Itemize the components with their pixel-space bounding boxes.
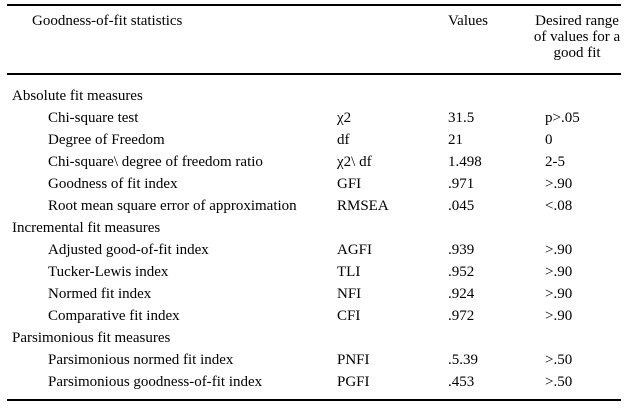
row-desired-range: p>.05 (545, 110, 580, 126)
row-desired-range: >.50 (545, 374, 573, 390)
row-value: .045 (448, 198, 475, 214)
row-value: 31.5 (448, 110, 475, 126)
row-value: .972 (448, 308, 475, 324)
section-title: Absolute fit measures (12, 88, 143, 104)
row-symbol: PNFI (337, 352, 370, 368)
table-row: Adjusted good-of-fit index AGFI .939 >.90 (0, 239, 627, 261)
row-measure-label: Root mean square error of approximation (48, 198, 297, 214)
column-header-desired-range: Desired range of values for a good fit (533, 13, 621, 61)
table-row: Normed fit index NFI .924 >.90 (0, 283, 627, 305)
row-value: 1.498 (448, 154, 482, 170)
row-value: 21 (448, 132, 463, 148)
row-value: .924 (448, 286, 475, 302)
column-header-values: Values (448, 13, 488, 29)
table-header-rule (7, 73, 621, 75)
row-symbol: NFI (337, 286, 362, 302)
section-title: Incremental fit measures (12, 220, 161, 236)
row-desired-range: 0 (545, 132, 553, 148)
row-symbol: χ2\ df (337, 154, 372, 170)
row-measure-label: Parsimonious normed fit index (48, 352, 234, 368)
row-measure-label: Chi-square test (48, 110, 139, 126)
row-symbol: RMSEA (337, 198, 389, 214)
table-row: Root mean square error of approximation R… (0, 195, 627, 217)
table-row: Parsimonious goodness-of-fit index PGFI .4… (0, 371, 627, 393)
row-measure-label: Adjusted good-of-fit index (48, 242, 209, 258)
table-row: Chi-square test χ2 31.5 p>.05 (0, 107, 627, 129)
row-measure-label: Goodness of fit index (48, 176, 178, 192)
row-symbol: χ2 (337, 110, 352, 126)
row-value: .952 (448, 264, 475, 280)
table-top-rule (7, 4, 621, 6)
row-measure-label: Chi-square\ degree of freedom ratio (48, 154, 263, 170)
row-symbol: GFI (337, 176, 362, 192)
table-row: Chi-square\ degree of freedom ratio χ2\ d… (0, 151, 627, 173)
row-measure-label: Normed fit index (48, 286, 152, 302)
row-value: .453 (448, 374, 475, 390)
row-desired-range: >.90 (545, 176, 573, 192)
row-value: .939 (448, 242, 475, 258)
row-symbol: df (337, 132, 350, 148)
column-header-statistics: Goodness-of-fit statistics (32, 13, 183, 29)
table-bottom-rule (7, 399, 621, 401)
table-row: Comparative fit index CFI .972 >.90 (0, 305, 627, 327)
row-measure-label: Parsimonious goodness-of-fit index (48, 374, 263, 390)
row-symbol: TLI (337, 264, 361, 280)
section-title: Parsimonious fit measures (12, 330, 171, 346)
row-value: .971 (448, 176, 475, 192)
row-symbol: PGFI (337, 374, 370, 390)
row-desired-range: 2-5 (545, 154, 565, 170)
row-desired-range: >.50 (545, 352, 573, 368)
table-row: Degree of Freedom df 21 0 (0, 129, 627, 151)
table-row: Tucker-Lewis index TLI .952 >.90 (0, 261, 627, 283)
table-body: Absolute fit measures Chi-square test χ2 31… (0, 85, 627, 393)
row-desired-range: >.90 (545, 308, 573, 324)
row-desired-range: >.90 (545, 286, 573, 302)
table-row: Parsimonious normed fit index PNFI .5.39 >.… (0, 349, 627, 371)
row-value: .5.39 (448, 352, 478, 368)
row-desired-range: >.90 (545, 264, 573, 280)
row-measure-label: Degree of Freedom (48, 132, 165, 148)
row-symbol: CFI (337, 308, 361, 324)
row-measure-label: Comparative fit index (48, 308, 180, 324)
row-desired-range: >.90 (545, 242, 573, 258)
row-measure-label: Tucker-Lewis index (48, 264, 169, 280)
row-desired-range: <.08 (545, 198, 573, 214)
table-row: Goodness of fit index GFI .971 >.90 (0, 173, 627, 195)
row-symbol: AGFI (337, 242, 373, 258)
